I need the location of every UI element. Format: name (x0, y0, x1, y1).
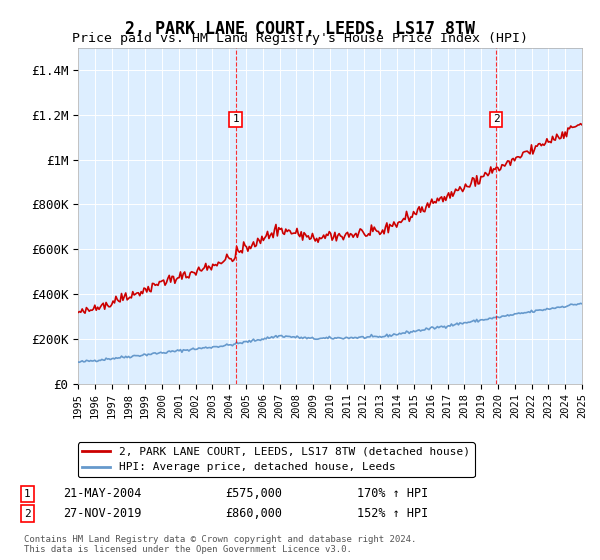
Text: 1: 1 (232, 114, 239, 124)
Text: £575,000: £575,000 (225, 487, 282, 501)
Legend: 2, PARK LANE COURT, LEEDS, LS17 8TW (detached house), HPI: Average price, detach: 2, PARK LANE COURT, LEEDS, LS17 8TW (det… (78, 442, 475, 477)
Text: 1: 1 (24, 489, 31, 499)
Text: 2: 2 (24, 508, 31, 519)
Text: 2: 2 (493, 114, 500, 124)
Text: 170% ↑ HPI: 170% ↑ HPI (357, 487, 428, 501)
Text: £860,000: £860,000 (225, 507, 282, 520)
Text: 2, PARK LANE COURT, LEEDS, LS17 8TW: 2, PARK LANE COURT, LEEDS, LS17 8TW (125, 20, 475, 38)
Text: 27-NOV-2019: 27-NOV-2019 (63, 507, 142, 520)
Text: Contains HM Land Registry data © Crown copyright and database right 2024.
This d: Contains HM Land Registry data © Crown c… (24, 535, 416, 554)
Text: Price paid vs. HM Land Registry's House Price Index (HPI): Price paid vs. HM Land Registry's House … (72, 32, 528, 45)
Text: 21-MAY-2004: 21-MAY-2004 (63, 487, 142, 501)
Text: 152% ↑ HPI: 152% ↑ HPI (357, 507, 428, 520)
